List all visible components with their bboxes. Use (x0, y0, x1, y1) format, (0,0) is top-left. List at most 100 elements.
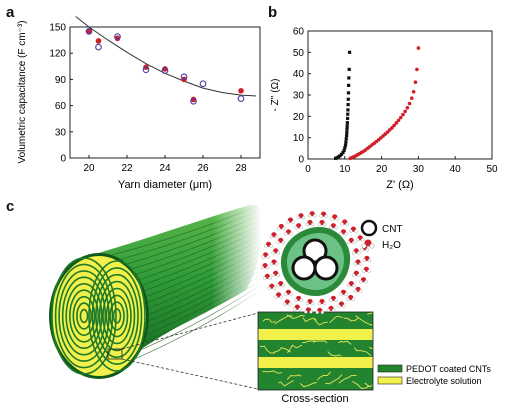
cnt-tube-right (313, 255, 339, 281)
chart-b-point-circle (396, 118, 401, 123)
water-hydrogen (264, 244, 268, 249)
legend-pedot-swatch (377, 364, 403, 373)
panel-label-c: c (6, 198, 15, 215)
chart-a: 0 30 60 90 120 150 20 22 24 26 28 Yarn diameter (… (17, 16, 261, 191)
cnt-squiggle (369, 346, 373, 350)
water-hydrogen (276, 273, 280, 277)
water-hydrogen (329, 298, 333, 302)
chart-b-point-circle (415, 67, 419, 72)
chart-b-point-square (346, 112, 350, 116)
cross-section: Cross-section (257, 311, 374, 405)
cnt-squiggle (286, 374, 302, 380)
water-hydrogen (335, 217, 339, 221)
yarn-spiral-rings (51, 257, 146, 375)
cnt-squiggle (343, 317, 359, 322)
chart-a-point-open (85, 28, 93, 35)
water-hydrogen (307, 213, 312, 218)
cnt-squiggle (367, 312, 373, 315)
chart-a-point-filled (190, 96, 197, 103)
water-hydrogen (334, 225, 338, 230)
zoom-line-bottom (121, 358, 259, 390)
chart-a-x-ticks: 20 22 24 26 28 (83, 155, 247, 174)
water-hydrogen (269, 234, 273, 239)
yarn-ring (95, 273, 139, 359)
water-hydrogen (266, 265, 270, 270)
chart-a-y-tick-label: 0 (60, 154, 66, 165)
chart-b-y-tick-label: 50 (293, 48, 305, 59)
water-molecules (260, 211, 372, 314)
cnt-squiggle (338, 340, 352, 345)
water-hydrogen (317, 301, 322, 306)
water-hydrogen (261, 255, 265, 259)
yarn-ring (61, 276, 107, 356)
chart-b-point-circle (403, 109, 407, 114)
yarn-ring (51, 257, 117, 375)
water-hydrogen (288, 302, 292, 306)
chart-b-x-ticks: 0 10 20 30 40 50 (305, 156, 498, 175)
water-hydrogen (271, 273, 275, 277)
water-hydrogen (349, 229, 353, 233)
water-hydrogen (263, 276, 267, 280)
water-hydrogen (274, 234, 279, 239)
water-hydrogen (346, 297, 350, 302)
water-hydrogen (267, 286, 271, 290)
yarn-fade (150, 205, 262, 340)
chart-b-point-square (344, 140, 348, 144)
cnt-squiggle (273, 347, 292, 353)
water-hydrogen (305, 222, 310, 227)
chart-b-point-circle (401, 112, 405, 117)
yarn-ring (91, 267, 143, 365)
zoom-line-top (121, 312, 259, 350)
legend-molecular: CNT H₂O (360, 219, 403, 251)
chart-b-point-square (343, 143, 348, 147)
legend-pedot-label: PEDOT coated CNTs (406, 364, 491, 374)
chart-b-y-tick-label: 30 (293, 91, 305, 102)
chart-b-point-square (347, 67, 351, 71)
chart-b-frame (307, 30, 493, 160)
yarn-ring (58, 270, 110, 362)
water-hydrogen (279, 295, 283, 299)
chart-a-point-filled (95, 38, 102, 44)
water-hydrogen (289, 232, 293, 236)
chart-b-point-square (341, 151, 345, 155)
water-hydrogen (361, 238, 365, 242)
cnt-squiggle (278, 380, 294, 387)
water-hydrogen (283, 302, 287, 306)
cross-yellow-band-2 (258, 357, 373, 368)
chart-b-point-circle (394, 121, 399, 125)
cross-frame (257, 311, 374, 391)
cnt-bundle-diagram (260, 211, 372, 314)
water-hydrogen (357, 273, 361, 277)
cnt-squiggle (329, 315, 343, 323)
yarn-illustration (49, 205, 262, 390)
water-hydrogen (319, 214, 323, 218)
chart-a-point-filled (162, 66, 168, 72)
cnt-squiggle (262, 370, 283, 374)
water-hydrogen (339, 292, 343, 296)
yarn-ring (105, 294, 129, 338)
cross-green-band-2 (258, 340, 373, 357)
water-hydrogen (291, 220, 295, 224)
cross-section-label: Cross-section (281, 393, 348, 405)
legend-electrolyte-swatch (377, 376, 403, 385)
cnt-squiggle (353, 347, 372, 357)
cnt-squiggle (364, 382, 373, 388)
cnt-squiggle (300, 382, 317, 388)
water-hydrogen (310, 222, 315, 227)
chart-a-point-open (180, 73, 188, 81)
chart-b-point-square (342, 148, 346, 153)
water-hydrogen (324, 214, 328, 218)
water-hydrogen (330, 217, 334, 221)
water-hydrogen (266, 255, 270, 259)
chart-b-x-tick-label: 10 (339, 164, 351, 175)
water-hydrogen (284, 292, 288, 296)
chart-b-point-circle (407, 101, 412, 106)
water-hydrogen (269, 244, 273, 249)
yarn-ring (69, 289, 100, 343)
chart-a-point-filled (238, 87, 244, 94)
chart-b-point-square (345, 130, 349, 134)
chart-b-y-tick-label: 0 (298, 155, 304, 166)
water-hydrogen (276, 251, 280, 255)
chart-a-x-tick-label: 26 (197, 163, 209, 174)
cnt-squiggle (286, 314, 305, 319)
